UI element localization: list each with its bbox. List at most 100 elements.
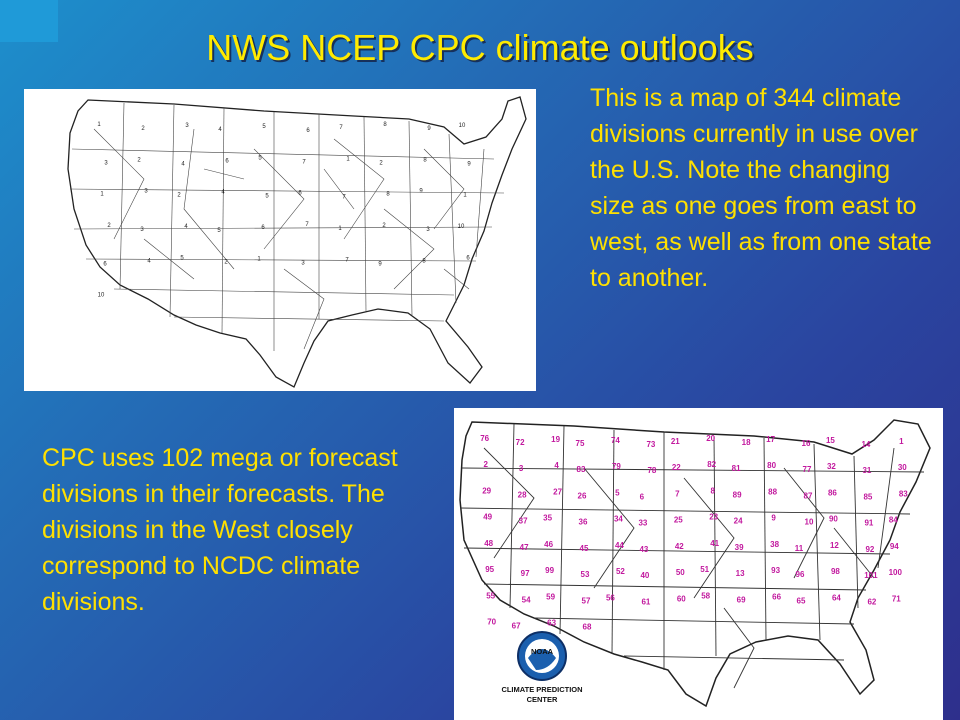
- forecast-division-number: 13: [736, 569, 745, 578]
- forecast-division-number: 69: [737, 595, 746, 604]
- forecast-division-number: 52: [616, 567, 625, 576]
- forecast-division-number: 3: [519, 464, 524, 473]
- forecast-division-number: 2: [483, 460, 488, 469]
- forecast-division-number: 31: [862, 466, 871, 475]
- forecast-division-number: 54: [522, 595, 531, 604]
- forecast-division-number: 10: [805, 518, 814, 527]
- forecast-division-number: 36: [579, 518, 588, 527]
- forecast-division-number: 62: [867, 597, 876, 606]
- climate-division-number: 4: [147, 258, 151, 264]
- climate-division-number: 5: [258, 155, 262, 161]
- climate-division-number: 8: [386, 192, 390, 198]
- forecast-division-number: 81: [732, 464, 741, 473]
- climate-division-number: 1: [346, 156, 350, 162]
- forecast-division-number: 99: [545, 566, 554, 575]
- forecast-division-number: 64: [832, 593, 841, 602]
- climate-division-number: 2: [177, 193, 181, 199]
- forecast-division-number: 72: [516, 438, 525, 447]
- climate-division-number: 3: [426, 227, 430, 233]
- forecast-division-lines: [459, 423, 925, 689]
- climate-prediction-caption-line1: CLIMATE PREDICTION: [501, 685, 582, 694]
- us-outline: [67, 96, 527, 388]
- forecast-division-number: 101: [864, 571, 878, 580]
- forecast-divisions-map: 76 72 19 75 74 73 21 20 18 17 16 15 14 1 2 3 4 83 79 78 22 82…: [454, 408, 943, 720]
- forecast-division-number: 17: [766, 435, 775, 444]
- climate-division-number: 6: [306, 128, 310, 134]
- forecast-division-number: 77: [803, 465, 812, 474]
- climate-division-number: 10: [458, 224, 465, 230]
- forecast-division-number: 65: [797, 596, 806, 605]
- climate-division-numbers: 1 2 3 4 5 6 7 8 9 10 3 2 4 6 5 7 1 2 8 9 1 3 2 4 5 6 7 8 9 1 2 3 4 5 6 7 1 2 3…: [97, 122, 471, 299]
- forecast-division-number: 1: [899, 437, 904, 446]
- mega-divisions-description: CPC uses 102 mega or forecast divisions …: [42, 444, 398, 616]
- forecast-division-number: 58: [701, 591, 710, 600]
- forecast-division-number: 87: [804, 491, 813, 500]
- climate-division-number: 7: [345, 257, 349, 263]
- climate-divisions-map: 1 2 3 4 5 6 7 8 9 10 3 2 4 6 5 7 1 2 8 9 1 3 2 4 5 6 7 8 9 1 2 3 4 5 6 7 1 2 3…: [24, 89, 536, 391]
- forecast-division-number: 93: [771, 566, 780, 575]
- forecast-division-number: 19: [551, 435, 560, 444]
- climate-division-number: 3: [144, 189, 148, 195]
- forecast-division-number: 79: [612, 462, 621, 471]
- climate-division-number: 3: [185, 123, 189, 129]
- climate-division-number: 3: [104, 160, 108, 166]
- forecast-division-number: 73: [646, 440, 655, 449]
- forecast-division-number: 70: [487, 618, 496, 627]
- climate-division-number: 8: [422, 258, 426, 264]
- noaa-logo-text: NOAA: [531, 647, 554, 656]
- climate-division-number: 1: [463, 193, 467, 199]
- forecast-division-number: 15: [826, 436, 835, 445]
- forecast-division-number: 55: [486, 591, 495, 600]
- forecast-division-number: 42: [675, 542, 684, 551]
- forecast-division-number: 83: [899, 489, 908, 498]
- climate-divisions-description: This is a map of 344 climate divisions c…: [590, 84, 932, 292]
- us-forecast-divisions-svg: 76 72 19 75 74 73 21 20 18 17 16 15 14 12 3 4 83 79 78 22 82…: [459, 419, 931, 708]
- forecast-division-number: 67: [512, 622, 521, 631]
- climate-division-number: 7: [339, 125, 343, 131]
- forecast-division-number: 9: [771, 514, 776, 523]
- forecast-division-number: 44: [615, 541, 624, 550]
- forecast-division-number: 91: [864, 519, 873, 528]
- climate-division-number: 10: [98, 293, 105, 299]
- forecast-division-number: 75: [576, 439, 585, 448]
- forecast-division-number: 83: [577, 465, 586, 474]
- climate-division-number: 2: [107, 223, 111, 229]
- forecast-division-number: 23: [709, 513, 718, 522]
- forecast-division-number: 98: [831, 567, 840, 576]
- climate-division-number: 2: [224, 259, 228, 265]
- climate-division-number: 5: [217, 228, 221, 234]
- division-lines: [69, 102, 505, 351]
- forecast-division-number: 96: [796, 570, 805, 579]
- forecast-division-number: 80: [767, 461, 776, 470]
- climate-division-number: 5: [265, 194, 269, 200]
- climate-division-number: 4: [181, 161, 185, 167]
- forecast-division-number: 37: [519, 517, 528, 526]
- climate-division-number: 6: [298, 191, 302, 197]
- forecast-division-number: 40: [640, 571, 649, 580]
- climate-division-number: 6: [225, 158, 229, 164]
- climate-division-number: 6: [466, 255, 470, 261]
- forecast-division-number: 8: [710, 486, 715, 495]
- us-outline: [459, 419, 931, 708]
- forecast-division-number: 28: [518, 490, 527, 499]
- forecast-division-number: 14: [861, 440, 870, 449]
- forecast-division-number: 88: [768, 487, 777, 496]
- forecast-division-number: 74: [611, 436, 620, 445]
- climate-division-number: 2: [382, 223, 386, 229]
- forecast-division-number: 53: [581, 570, 590, 579]
- climate-division-number: 1: [338, 226, 342, 232]
- slide-title: NWS NCEP CPC climate outlooks: [206, 27, 754, 68]
- forecast-division-number: 89: [733, 490, 742, 499]
- forecast-division-number: 32: [827, 462, 836, 471]
- climate-division-number: 9: [419, 189, 423, 195]
- forecast-division-number: 7: [675, 489, 680, 498]
- forecast-division-number: 22: [672, 463, 681, 472]
- climate-division-number: 1: [97, 122, 101, 128]
- forecast-division-number: 68: [583, 623, 592, 632]
- noaa-logo: NOAA: [517, 631, 567, 681]
- forecast-division-number: 12: [830, 541, 839, 550]
- forecast-division-number: 16: [802, 439, 811, 448]
- climate-division-number: 1: [100, 192, 104, 198]
- forecast-division-number: 20: [706, 434, 715, 443]
- forecast-division-number: 33: [638, 519, 647, 528]
